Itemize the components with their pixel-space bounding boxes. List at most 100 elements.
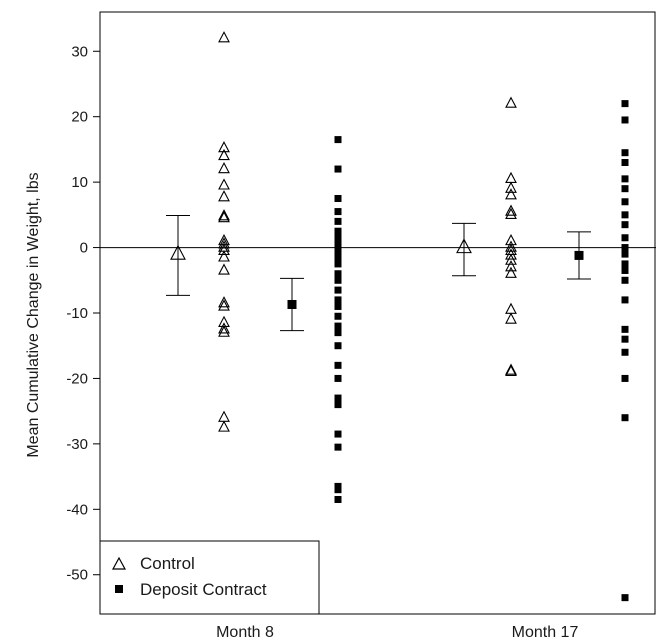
deposit-point [621,116,629,124]
control-point [505,240,517,252]
control-point [218,211,230,223]
control-point [218,31,230,43]
deposit-point [621,276,629,284]
control-point [218,209,230,221]
control-point [505,248,517,260]
control-mean-marker [456,238,472,254]
control-point [218,148,230,161]
deposit-point [334,165,342,173]
control-point [218,299,230,311]
y-tick-label: -20 [66,370,88,387]
deposit-point [621,198,629,206]
deposit-point [334,322,342,330]
control-point [218,240,230,252]
control-point [505,204,517,216]
deposit-point [334,240,342,248]
legend: Control Deposit Contract [99,540,320,615]
plot-frame [99,11,656,615]
deposit-point [334,342,342,350]
y-tick-label: 30 [71,43,88,60]
control-point [218,263,230,275]
control-point [218,296,230,308]
control-point [218,243,230,255]
control-point [505,233,517,246]
data-points [166,31,629,602]
deposit-point [334,217,342,225]
control-point [218,250,230,262]
y-tick-label: 20 [71,109,88,126]
deposit-point [334,329,342,337]
deposit-point [334,194,342,202]
deposit-point [334,247,342,255]
deposit-point [334,227,342,235]
deposit-point [621,221,629,229]
control-point [218,322,230,334]
control-point [505,363,517,375]
x-category-label: Month 8 [216,624,274,641]
control-point [218,420,230,432]
deposit-point [334,286,342,294]
y-tick-label: 10 [71,174,88,191]
legend-label-control: Control [140,554,195,573]
deposit-point [621,149,629,157]
deposit-point [621,594,629,602]
deposit-point [621,260,629,268]
control-point [505,181,517,193]
legend-box [99,540,320,615]
control-point [505,253,517,265]
control-point [505,188,517,200]
deposit-point [621,234,629,242]
y-tick-label: -30 [66,436,88,453]
deposit-point [621,175,629,183]
deposit-point [334,253,342,261]
y-tick-label: -40 [66,501,88,518]
deposit-point [334,443,342,451]
deposit-point [621,100,629,108]
deposit-point [621,374,629,382]
control-point [218,237,230,249]
y-tick-label: 0 [80,240,88,257]
control-point [505,266,517,278]
y-axis-label: Mean Cumulative Change in Weight, lbs [25,172,42,457]
deposit-point [334,296,342,304]
control-point [505,312,517,324]
deposit-point [621,296,629,304]
control-point [218,325,230,337]
deposit-mean-marker [287,299,297,309]
control-point [505,171,517,184]
y-tick-label: -50 [66,567,88,584]
deposit-point [334,374,342,382]
deposit-point [334,361,342,369]
deposit-point [334,270,342,278]
control-point [505,207,517,220]
deposit-point [621,250,629,258]
legend-triangle-icon [111,556,127,570]
deposit-point [334,208,342,216]
deposit-point [334,486,342,494]
plot-area [99,11,656,615]
control-point [218,190,230,202]
deposit-point [621,335,629,343]
control-point [505,96,517,108]
deposit-point [334,136,342,144]
deposit-point [621,266,629,274]
deposit-point [334,312,342,320]
deposit-point [621,414,629,422]
legend-label-deposit: Deposit Contract [140,580,267,599]
control-point [505,260,517,272]
deposit-point [334,302,342,310]
deposit-point [621,185,629,193]
deposit-point [334,430,342,438]
control-point [218,410,230,422]
deposit-mean-marker [574,250,584,260]
control-point [218,233,230,246]
y-axis: 30 20 10 0 -10 -20 -30 -40 -50 Month 8 Month 17 [66,43,578,641]
deposit-point [334,276,342,284]
control-point [218,178,230,190]
deposit-point [621,348,629,356]
deposit-point [334,495,342,503]
control-point [505,364,517,377]
deposit-point [621,159,629,166]
legend-square-icon [115,585,123,593]
